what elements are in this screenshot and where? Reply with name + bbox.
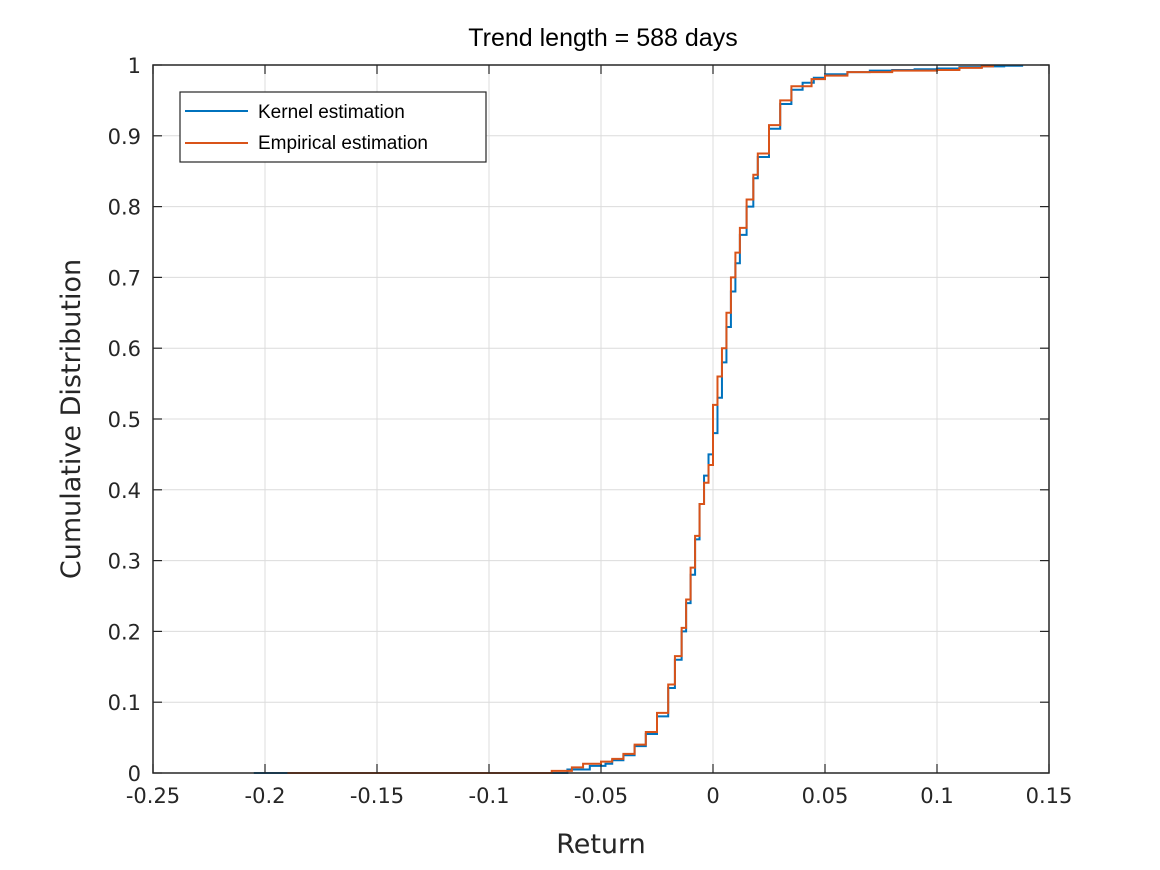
ticks — [152, 64, 1050, 774]
x-tick-label: 0.15 — [1026, 784, 1073, 808]
legend-label-empirical: Empirical estimation — [258, 133, 428, 154]
y-tick-label: 0.3 — [108, 550, 141, 574]
legend: Kernel estimation Empirical estimation — [179, 91, 487, 163]
y-tick-label: 0.8 — [108, 196, 141, 220]
y-tick-label: 0.4 — [108, 479, 141, 503]
chart-title: Trend length = 588 days — [468, 24, 737, 52]
y-tick-label: 0 — [128, 762, 141, 786]
legend-box — [179, 91, 487, 163]
tick-labels: -0.25 -0.2 -0.15 -0.1 -0.05 0 0.05 0.1 0.15 0 0.1 0… — [108, 54, 1073, 808]
x-axis-label: Return — [556, 829, 646, 860]
x-tick-label: -0.2 — [245, 784, 286, 808]
legend-label-kernel: Kernel estimation — [258, 102, 405, 123]
y-tick-label: 0.7 — [108, 266, 141, 290]
x-tick-label: -0.05 — [574, 784, 628, 808]
y-tick-label: 1 — [128, 54, 141, 78]
series-layer — [253, 64, 1024, 774]
x-tick-label: 0.05 — [802, 784, 849, 808]
grid — [153, 65, 1049, 773]
y-tick-label: 0.1 — [108, 691, 141, 715]
y-tick-label: 0.6 — [108, 337, 141, 361]
series-line-empirical — [287, 65, 994, 774]
x-tick-label: 0 — [706, 784, 719, 808]
x-tick-label: -0.1 — [469, 784, 510, 808]
x-tick-label: 0.1 — [920, 784, 953, 808]
y-tick-label: 0.5 — [108, 408, 141, 432]
x-tick-label: -0.25 — [126, 784, 180, 808]
y-axis-label: Cumulative Distribution — [56, 259, 87, 579]
y-tick-label: 0.2 — [108, 620, 141, 644]
x-tick-label: -0.15 — [350, 784, 404, 808]
y-tick-label: 0.9 — [108, 125, 141, 149]
